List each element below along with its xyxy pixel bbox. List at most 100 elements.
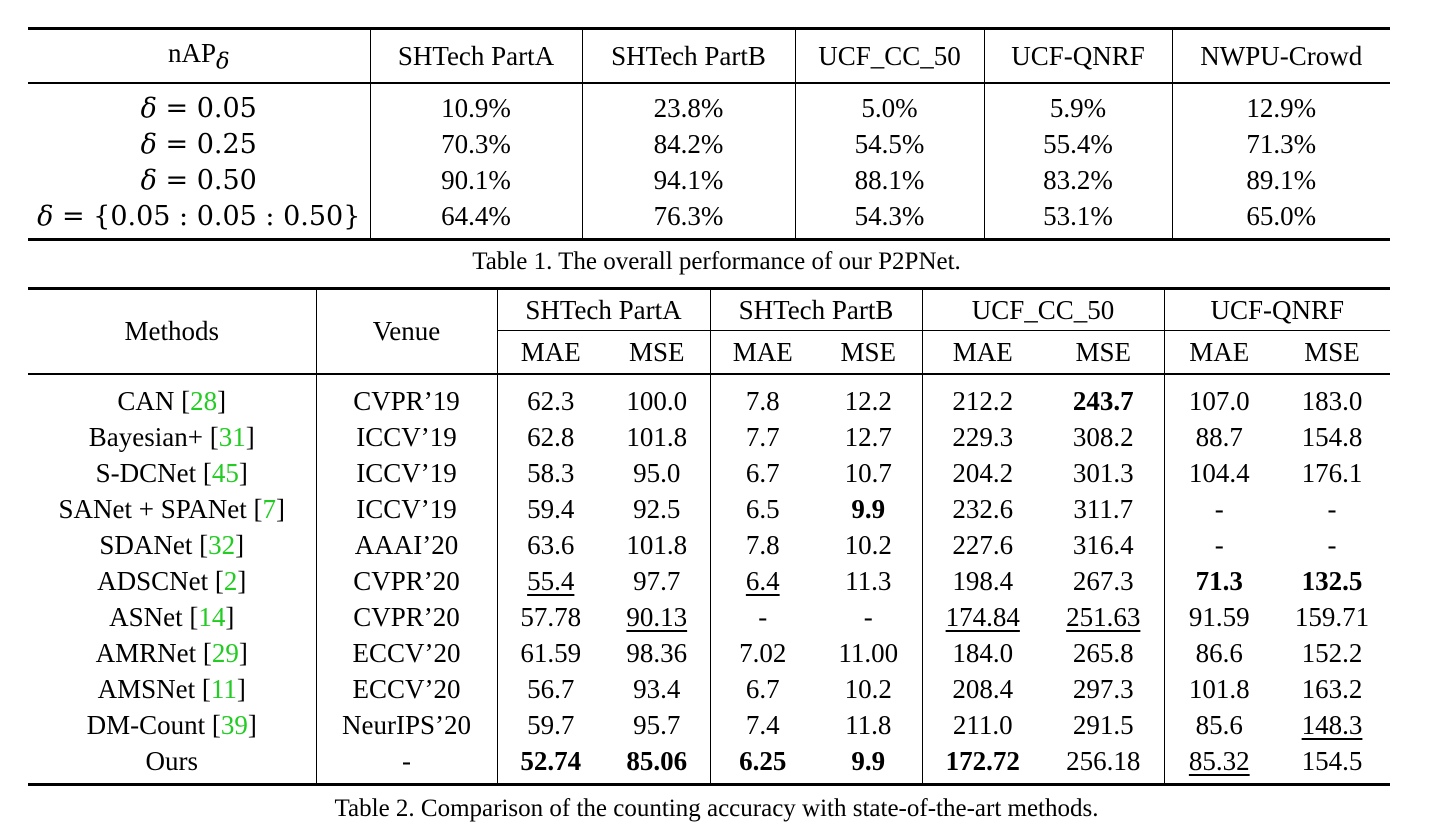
value-text: 154.8 (1301, 421, 1363, 452)
venue-cell: CVPR’20 (315, 599, 497, 635)
value-cell: 55.4% (983, 126, 1172, 162)
value-cell: 159.71 (1274, 599, 1390, 635)
citation-link[interactable]: 7 (262, 493, 277, 524)
value-cell: 101.8 (604, 419, 710, 455)
value-text: 85.6 (1195, 709, 1243, 740)
value-cell: 85.6 (1163, 707, 1275, 743)
value-cell: 95.0 (604, 455, 710, 491)
value-text: 172.72 (945, 745, 1020, 776)
table-row: AMSNet [11] ECCV’20 56.7 93.4 6.7 10.2 208.4 29… (28, 671, 1390, 707)
table-row: ADSCNet [2] CVPR’20 55.4 97.7 6.4 11.3 198.4 26… (28, 563, 1390, 599)
citation-link[interactable]: 31 (218, 421, 246, 452)
methods-header: Methods (28, 288, 316, 375)
value-text: 183.0 (1301, 385, 1363, 416)
t1-col-dataset: SHTech PartB (581, 28, 795, 84)
citation-link[interactable]: 32 (208, 529, 236, 560)
value-text: 86.6 (1195, 637, 1243, 668)
nap-header: nAPδ (28, 28, 370, 84)
metric-header: MAE (921, 330, 1043, 375)
value-cell: 6.5 (709, 491, 815, 527)
value-text: 88.7 (1195, 421, 1243, 452)
value-text: 63.6 (527, 529, 575, 560)
value-text: 9.9 (851, 745, 886, 776)
value-cell: 98.36 (604, 635, 710, 671)
citation-link[interactable]: 29 (211, 637, 239, 668)
citation-link[interactable]: 2 (223, 565, 238, 596)
value-text: 90.13 (626, 601, 688, 632)
value-cell: 9.9 (815, 743, 922, 785)
value-cell: 54.5% (794, 126, 984, 162)
value-cell: 7.8 (709, 527, 815, 563)
table-row: CAN [28] CVPR’19 62.3 100.0 7.8 12.2 212.2 243.… (28, 374, 1390, 419)
value-text: 184.0 (952, 637, 1014, 668)
value-cell: 93.4 (604, 671, 710, 707)
value-text: 101.8 (1188, 673, 1250, 704)
table2-caption: Table 2. Comparison of the counting accu… (334, 795, 1099, 822)
value-cell: 204.2 (921, 455, 1043, 491)
value-text: 10.7 (844, 457, 892, 488)
value-text: 6.25 (739, 745, 787, 776)
method-cell: ASNet [14] (109, 601, 235, 632)
value-cell: 7.02 (709, 635, 815, 671)
value-cell: 85.06 (604, 743, 710, 785)
value-cell: 297.3 (1043, 671, 1164, 707)
value-text: 11.3 (845, 565, 892, 596)
citation-link[interactable]: 11 (210, 673, 237, 704)
value-cell: 59.7 (496, 707, 604, 743)
value-cell: 70.3% (369, 126, 582, 162)
citation-link[interactable]: 14 (198, 601, 226, 632)
value-cell: 56.7 (496, 671, 604, 707)
value-cell: 243.7 (1043, 374, 1164, 419)
value-cell: 198.4 (921, 563, 1043, 599)
method-name: ADSCNet (97, 565, 209, 596)
value-cell: 100.0 (604, 374, 710, 419)
value-text: 7.02 (739, 637, 787, 668)
comparison-table: Methods Venue SHTech PartA SHTech PartB … (28, 287, 1391, 786)
method-cell: S-DCNet [45] (95, 457, 248, 488)
value-cell: 308.2 (1043, 419, 1164, 455)
value-text: 10.2 (844, 673, 892, 704)
delta-cell: δ = 0.50 (140, 164, 257, 196)
table-row: ASNet [14] CVPR’20 57.78 90.13 - - 174.84 251.6… (28, 599, 1390, 635)
value-cell: - (1163, 491, 1275, 527)
value-cell: 6.7 (709, 671, 815, 707)
method-name: DM-Count (86, 709, 206, 740)
citation-link[interactable]: 39 (220, 709, 248, 740)
value-text: 62.8 (527, 421, 575, 452)
value-text: 85.06 (626, 745, 688, 776)
method-cell: Ours (28, 743, 316, 785)
value-cell: 183.0 (1274, 374, 1390, 419)
value-text: 148.3 (1301, 709, 1363, 740)
value-text: 297.3 (1072, 673, 1134, 704)
venue-cell: ICCV’19 (315, 491, 497, 527)
venue-cell: ICCV’19 (315, 455, 497, 491)
citation-link[interactable]: 28 (190, 385, 218, 416)
value-cell: 9.9 (815, 491, 922, 527)
value-text: 211.0 (952, 709, 1013, 740)
value-cell: 10.7 (815, 455, 922, 491)
value-text: 251.63 (1066, 601, 1141, 632)
value-cell: 148.3 (1274, 707, 1390, 743)
value-text: 256.18 (1066, 745, 1141, 776)
value-cell: 7.8 (709, 374, 815, 419)
value-cell: 316.4 (1043, 527, 1164, 563)
value-cell: 12.7 (815, 419, 922, 455)
value-text: 59.4 (527, 493, 575, 524)
value-text: 91.59 (1188, 601, 1250, 632)
metric-header: MSE (604, 330, 710, 375)
value-cell: 10.2 (815, 671, 922, 707)
citation-link[interactable]: 45 (211, 457, 239, 488)
value-text: 163.2 (1301, 673, 1363, 704)
value-cell: 184.0 (921, 635, 1043, 671)
value-text: 159.71 (1294, 601, 1370, 632)
value-text: 7.8 (745, 385, 780, 416)
value-cell: 154.8 (1274, 419, 1390, 455)
table-row: Bayesian+ [31] ICCV’19 62.8 101.8 7.7 12.7 229… (28, 419, 1390, 455)
value-text: 101.8 (626, 421, 688, 452)
value-cell: 55.4 (496, 563, 604, 599)
value-cell: 7.4 (709, 707, 815, 743)
value-cell: 94.1% (581, 162, 795, 198)
venue-cell: NeurIPS’20 (315, 707, 497, 743)
value-cell: 5.0% (794, 83, 984, 126)
t2-dataset-header: UCF-QNRF (1163, 288, 1391, 331)
